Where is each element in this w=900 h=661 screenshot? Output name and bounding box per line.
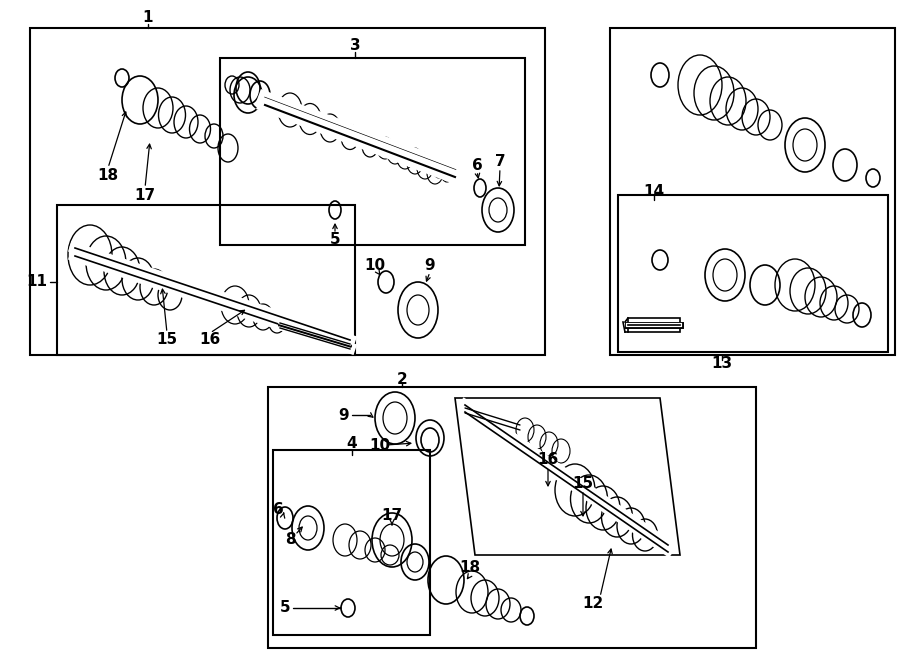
Bar <box>628 318 680 332</box>
Text: 17: 17 <box>382 508 402 522</box>
Text: 18: 18 <box>97 167 119 182</box>
Bar <box>268 387 756 648</box>
Text: 15: 15 <box>572 475 594 490</box>
Text: 17: 17 <box>134 188 156 202</box>
Text: 14: 14 <box>644 184 664 198</box>
Text: 5: 5 <box>280 600 291 615</box>
Bar <box>57 205 355 355</box>
Bar <box>618 195 888 352</box>
Text: 12: 12 <box>582 596 604 611</box>
Text: 10: 10 <box>364 258 385 272</box>
Bar <box>220 58 525 245</box>
Text: 18: 18 <box>459 561 481 576</box>
Bar <box>30 28 545 355</box>
Text: 7: 7 <box>495 155 505 169</box>
Text: 4: 4 <box>346 436 357 451</box>
Text: 10: 10 <box>369 438 391 453</box>
Bar <box>273 450 430 635</box>
Text: 8: 8 <box>284 533 295 547</box>
Bar <box>610 28 895 355</box>
Text: 16: 16 <box>200 332 220 348</box>
Text: 11: 11 <box>26 274 48 290</box>
Text: 9: 9 <box>338 407 349 422</box>
Text: 6: 6 <box>472 157 482 173</box>
Text: 2: 2 <box>397 371 408 387</box>
Text: 1: 1 <box>143 11 153 26</box>
Text: 5: 5 <box>329 233 340 247</box>
Text: 3: 3 <box>350 38 360 54</box>
Text: 6: 6 <box>273 502 284 518</box>
Text: 13: 13 <box>711 356 733 371</box>
Text: 15: 15 <box>157 332 177 348</box>
Text: 9: 9 <box>425 258 436 272</box>
Text: 16: 16 <box>537 453 559 467</box>
